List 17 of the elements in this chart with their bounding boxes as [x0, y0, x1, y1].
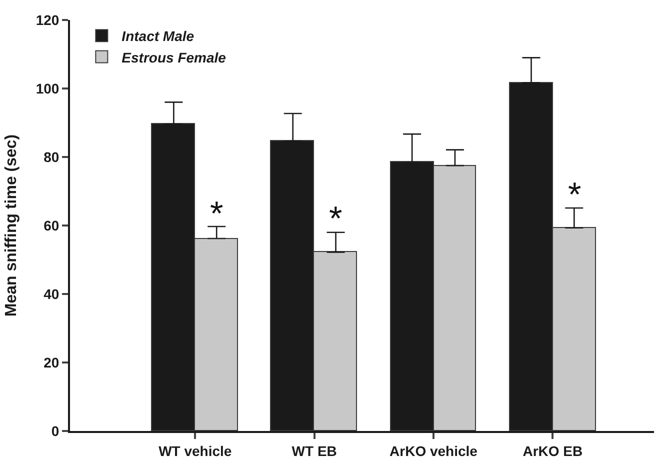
- y-tick-label: 100: [36, 80, 60, 96]
- annotation: *: [210, 195, 224, 233]
- legend-label: Estrous Female: [122, 49, 226, 66]
- annotation: *: [329, 200, 342, 238]
- y-tick-label: 60: [44, 217, 60, 234]
- annotation: *: [568, 176, 582, 214]
- x-tick-label: WT EB: [292, 442, 337, 459]
- y-tick-label: 80: [44, 148, 60, 165]
- y-tick-label: 120: [36, 12, 60, 28]
- y-tick-label: 20: [44, 354, 60, 370]
- x-tick-label: ArKO vehicle: [390, 442, 478, 459]
- y-axis-title: Mean sniffing time (sec): [3, 134, 20, 317]
- y-tick-label: 40: [44, 286, 60, 302]
- legend-label: Intact Male: [122, 28, 194, 44]
- x-tick-label: WT vehicle: [158, 442, 232, 459]
- y-tick-label: 0: [51, 422, 60, 439]
- x-tick-label: ArKO EB: [522, 442, 583, 459]
